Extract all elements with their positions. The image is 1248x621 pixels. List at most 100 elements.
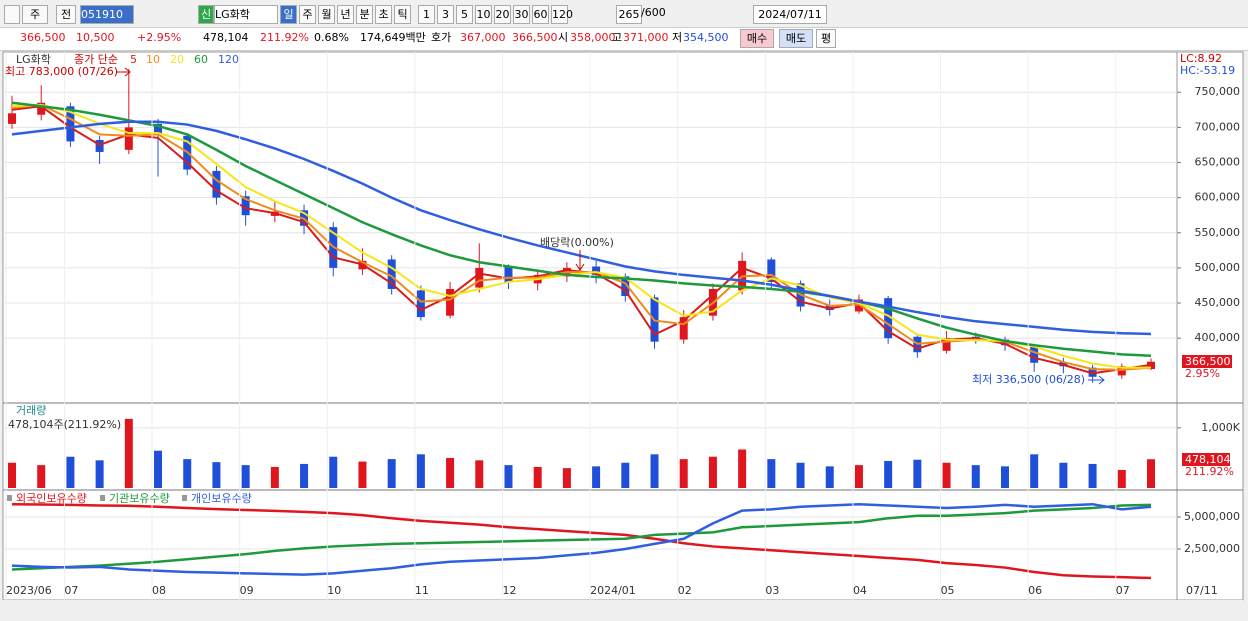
volume-bar xyxy=(329,456,338,488)
period-button[interactable]: 년 xyxy=(337,5,354,24)
ask: 367,000 xyxy=(460,31,506,44)
open-label: 시 xyxy=(558,31,569,44)
volume-bar xyxy=(1088,463,1097,488)
avg-button[interactable]: 평 xyxy=(816,29,836,48)
change-pct: +2.95% xyxy=(137,31,182,44)
candle-body xyxy=(8,113,16,124)
volume-bar xyxy=(825,466,834,488)
y-tick-label: 400,000 xyxy=(1195,331,1241,344)
volume-bar xyxy=(533,466,542,488)
volume-bar xyxy=(387,459,396,488)
bid: 366,500 xyxy=(512,31,558,44)
period-button[interactable]: 주 xyxy=(299,5,316,24)
last-pct: 2.95% xyxy=(1185,367,1220,380)
y-tick-label: 700,000 xyxy=(1195,120,1241,133)
volume: 478,104 xyxy=(203,31,249,44)
buy-button[interactable]: 매수 xyxy=(740,29,774,48)
candle-body xyxy=(825,305,834,311)
period-button[interactable]: 3 xyxy=(437,5,454,24)
volume-bar xyxy=(767,459,776,488)
badge: 신 xyxy=(198,5,214,24)
candle-body xyxy=(1088,367,1097,377)
sell-button[interactable]: 매도 xyxy=(779,29,813,48)
volume-bar xyxy=(971,465,980,488)
view-mode[interactable]: 전 xyxy=(56,5,76,24)
period-button[interactable]: 1 xyxy=(418,5,435,24)
x-tick-label: 07 xyxy=(1116,584,1130,597)
period-button[interactable]: 분 xyxy=(356,5,373,24)
period-unit[interactable]: 주 xyxy=(22,5,48,24)
volume-bar xyxy=(154,450,163,488)
code-input[interactable]: 051910 xyxy=(80,5,134,24)
x-tick-label: 03 xyxy=(765,584,779,597)
y-tick-label: 650,000 xyxy=(1195,156,1241,169)
volume-bar xyxy=(475,460,484,488)
volume-bar xyxy=(124,418,133,488)
period-button[interactable]: 30 xyxy=(513,5,530,24)
period-button[interactable]: 초 xyxy=(375,5,392,24)
period-button[interactable]: 틱 xyxy=(394,5,411,24)
x-tick-label: 09 xyxy=(240,584,254,597)
volume-bar xyxy=(504,465,513,488)
lc-label: LC:8.92 xyxy=(1180,52,1222,65)
legend-name: LG화학 xyxy=(16,53,51,66)
volume-bar xyxy=(738,449,747,488)
scroll-bar[interactable] xyxy=(3,600,1243,620)
volume-bar xyxy=(1000,466,1009,488)
volume-bar xyxy=(650,454,659,488)
volume-bar xyxy=(270,466,279,488)
legend-entry: 20 xyxy=(170,53,184,66)
stock-name[interactable]: LG화학 xyxy=(214,5,278,24)
legend-entry: 5 xyxy=(130,53,137,66)
menu-icon[interactable] xyxy=(4,5,20,24)
volume-ratio: 211.92% xyxy=(260,31,309,44)
volume-bar xyxy=(183,459,192,488)
price: 366,500 xyxy=(20,31,66,44)
volume-bar xyxy=(854,465,863,488)
x-tick-label: 06 xyxy=(1028,584,1042,597)
high-annotation: 최고 783,000 (07/26) xyxy=(5,65,118,78)
high: 371,000 xyxy=(623,31,669,44)
legend-entry: 개인보유수량 xyxy=(191,492,252,505)
candle-body xyxy=(37,102,46,115)
legend-swatch xyxy=(100,495,105,501)
volume-title: 거래량 xyxy=(16,404,46,417)
high-label: 고 xyxy=(612,31,623,44)
y-tick-label: 750,000 xyxy=(1195,85,1241,98)
y-tick-label: 5,000,000 xyxy=(1184,510,1240,523)
period-button[interactable]: 60 xyxy=(532,5,549,24)
period-button[interactable]: 120 xyxy=(551,5,573,24)
candle-body xyxy=(446,288,455,316)
volume-bar xyxy=(562,468,571,488)
volume-bar xyxy=(1117,469,1126,488)
volume-bar xyxy=(241,465,250,488)
candle-body xyxy=(387,259,396,289)
open: 358,000 xyxy=(570,31,616,44)
x-tick-label: 05 xyxy=(941,584,955,597)
y-tick-label: 500,000 xyxy=(1195,261,1241,274)
x-tick-label: 02 xyxy=(678,584,692,597)
period-button[interactable]: 20 xyxy=(494,5,511,24)
period-button[interactable]: 10 xyxy=(475,5,492,24)
period-button[interactable]: 월 xyxy=(318,5,335,24)
shown-count[interactable]: 265 xyxy=(616,5,642,24)
info-bar xyxy=(0,27,1248,51)
legend-entry: 외국인보유수량 xyxy=(16,492,87,505)
y-tick-label: 2,500,000 xyxy=(1184,542,1240,555)
ma-line xyxy=(11,120,1152,336)
volume-bar xyxy=(884,460,893,488)
holding-line xyxy=(11,502,1152,580)
legend-swatch xyxy=(182,495,187,501)
x-tick-label: 10 xyxy=(327,584,341,597)
volume-bar xyxy=(212,462,221,488)
period-button[interactable]: 5 xyxy=(456,5,473,24)
x-tick-label: 2024/01 xyxy=(590,584,636,597)
date-input[interactable]: 2024/07/11 xyxy=(753,5,827,24)
period-button[interactable]: 일 xyxy=(280,5,297,24)
candle-body xyxy=(1030,346,1039,363)
volume-bar xyxy=(621,462,630,488)
hc-label: HC:-53.19 xyxy=(1180,64,1235,77)
volume-bar xyxy=(1059,462,1068,488)
volume-bar xyxy=(66,456,75,488)
low-arrow xyxy=(1088,375,1105,385)
